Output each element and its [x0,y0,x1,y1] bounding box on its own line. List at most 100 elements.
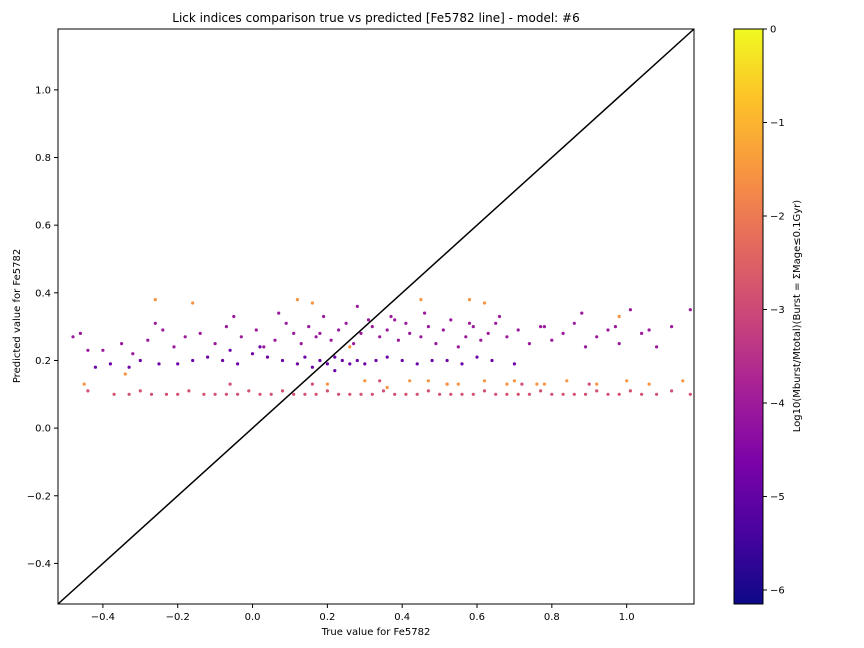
colorbar-tick-label: −2 [770,211,785,222]
data-point [228,382,232,386]
colorbar-ticks: 0 −1 −2 −3 −4 −5 −6 [763,25,785,596]
data-point [265,355,270,359]
y-axis-ticks: −0.4 −0.2 0.0 0.2 0.4 0.6 0.8 1.0 [27,85,58,570]
data-point [456,345,460,349]
data-point [86,348,90,352]
data-point [613,325,618,329]
data-point [333,355,337,359]
data-point [408,331,412,335]
data-point [310,301,314,305]
data-point [161,328,165,332]
data-point [183,335,187,339]
data-point [202,392,206,396]
data-point [101,348,105,352]
data-point [572,321,576,325]
data-point [617,392,621,396]
data-point [542,325,547,329]
data-point [359,331,363,335]
data-point [157,362,161,366]
data-point [187,389,191,393]
data-point [572,392,576,396]
data-point [370,325,374,329]
data-point [247,389,251,393]
data-point [284,321,288,325]
data-point [628,389,633,393]
y-tick-label: 0.6 [35,221,51,232]
x-tick-label: 0.0 [245,612,261,623]
data-point [449,318,453,322]
data-point [262,345,266,349]
colorbar-tick-label: −4 [770,398,785,409]
x-tick-label: 1.0 [619,612,635,623]
data-point [295,362,299,366]
data-point [512,379,517,383]
data-point [370,392,374,396]
data-point [269,392,273,396]
data-point [310,382,314,386]
data-point [561,331,565,335]
data-point [273,338,277,342]
data-point [505,382,509,386]
data-point [520,382,524,386]
data-point [681,379,685,383]
data-point [393,392,397,396]
data-point [655,392,659,396]
data-point [254,328,258,332]
data-point [512,362,517,366]
data-point [82,382,86,386]
data-point [239,335,243,339]
data-point [647,328,651,332]
y-tick-label: 0.0 [35,424,51,435]
data-point [352,342,356,346]
data-point [93,365,97,369]
data-point [325,362,329,366]
data-point [595,382,599,386]
data-point [550,392,554,396]
data-point [322,314,326,319]
data-point [438,392,442,396]
data-point [310,365,314,369]
data-point [606,328,610,332]
data-point [561,392,565,396]
data-point [348,362,352,366]
data-point [329,338,333,342]
data-point [490,358,494,363]
data-point [467,321,472,325]
plot-area: −0.4 −0.2 0.0 0.2 0.4 0.6 0.8 1.0 −0.4 −0.2 0.0 0.… [27,28,695,623]
y-tick-label: 1.0 [35,85,51,96]
data-point [670,389,674,393]
data-point [419,335,423,339]
data-point [378,379,382,383]
data-point [224,392,228,396]
data-point [505,335,509,339]
data-point [426,379,430,383]
data-point [426,325,430,329]
y-tick-label: 0.8 [35,153,51,164]
data-point [359,392,363,396]
data-point [482,379,487,383]
data-point [191,358,195,363]
data-point [333,369,337,373]
data-point [482,389,487,393]
colorbar-tick-label: −6 [770,585,785,596]
data-point [404,321,408,325]
x-tick-label: −0.4 [91,612,115,623]
data-point [497,314,502,319]
data-point [176,362,180,366]
data-point [299,342,303,346]
data-point [396,338,400,342]
reference-line-y-equals-x [57,28,695,605]
data-point [149,392,154,396]
data-point [385,328,389,332]
data-point [303,392,307,396]
data-point [393,318,397,322]
data-point [131,352,135,356]
plot-frame [57,28,695,605]
data-point [539,389,543,393]
colorbar-tick-label: −3 [770,305,785,316]
y-tick-label: 0.2 [35,356,51,367]
data-point [176,392,180,396]
data-point [482,301,487,305]
data-point [467,298,472,302]
colorbar-label: Log10(Mburst/Mtotal)(Burst = ΣMage≤0.1Gy… [792,200,803,433]
